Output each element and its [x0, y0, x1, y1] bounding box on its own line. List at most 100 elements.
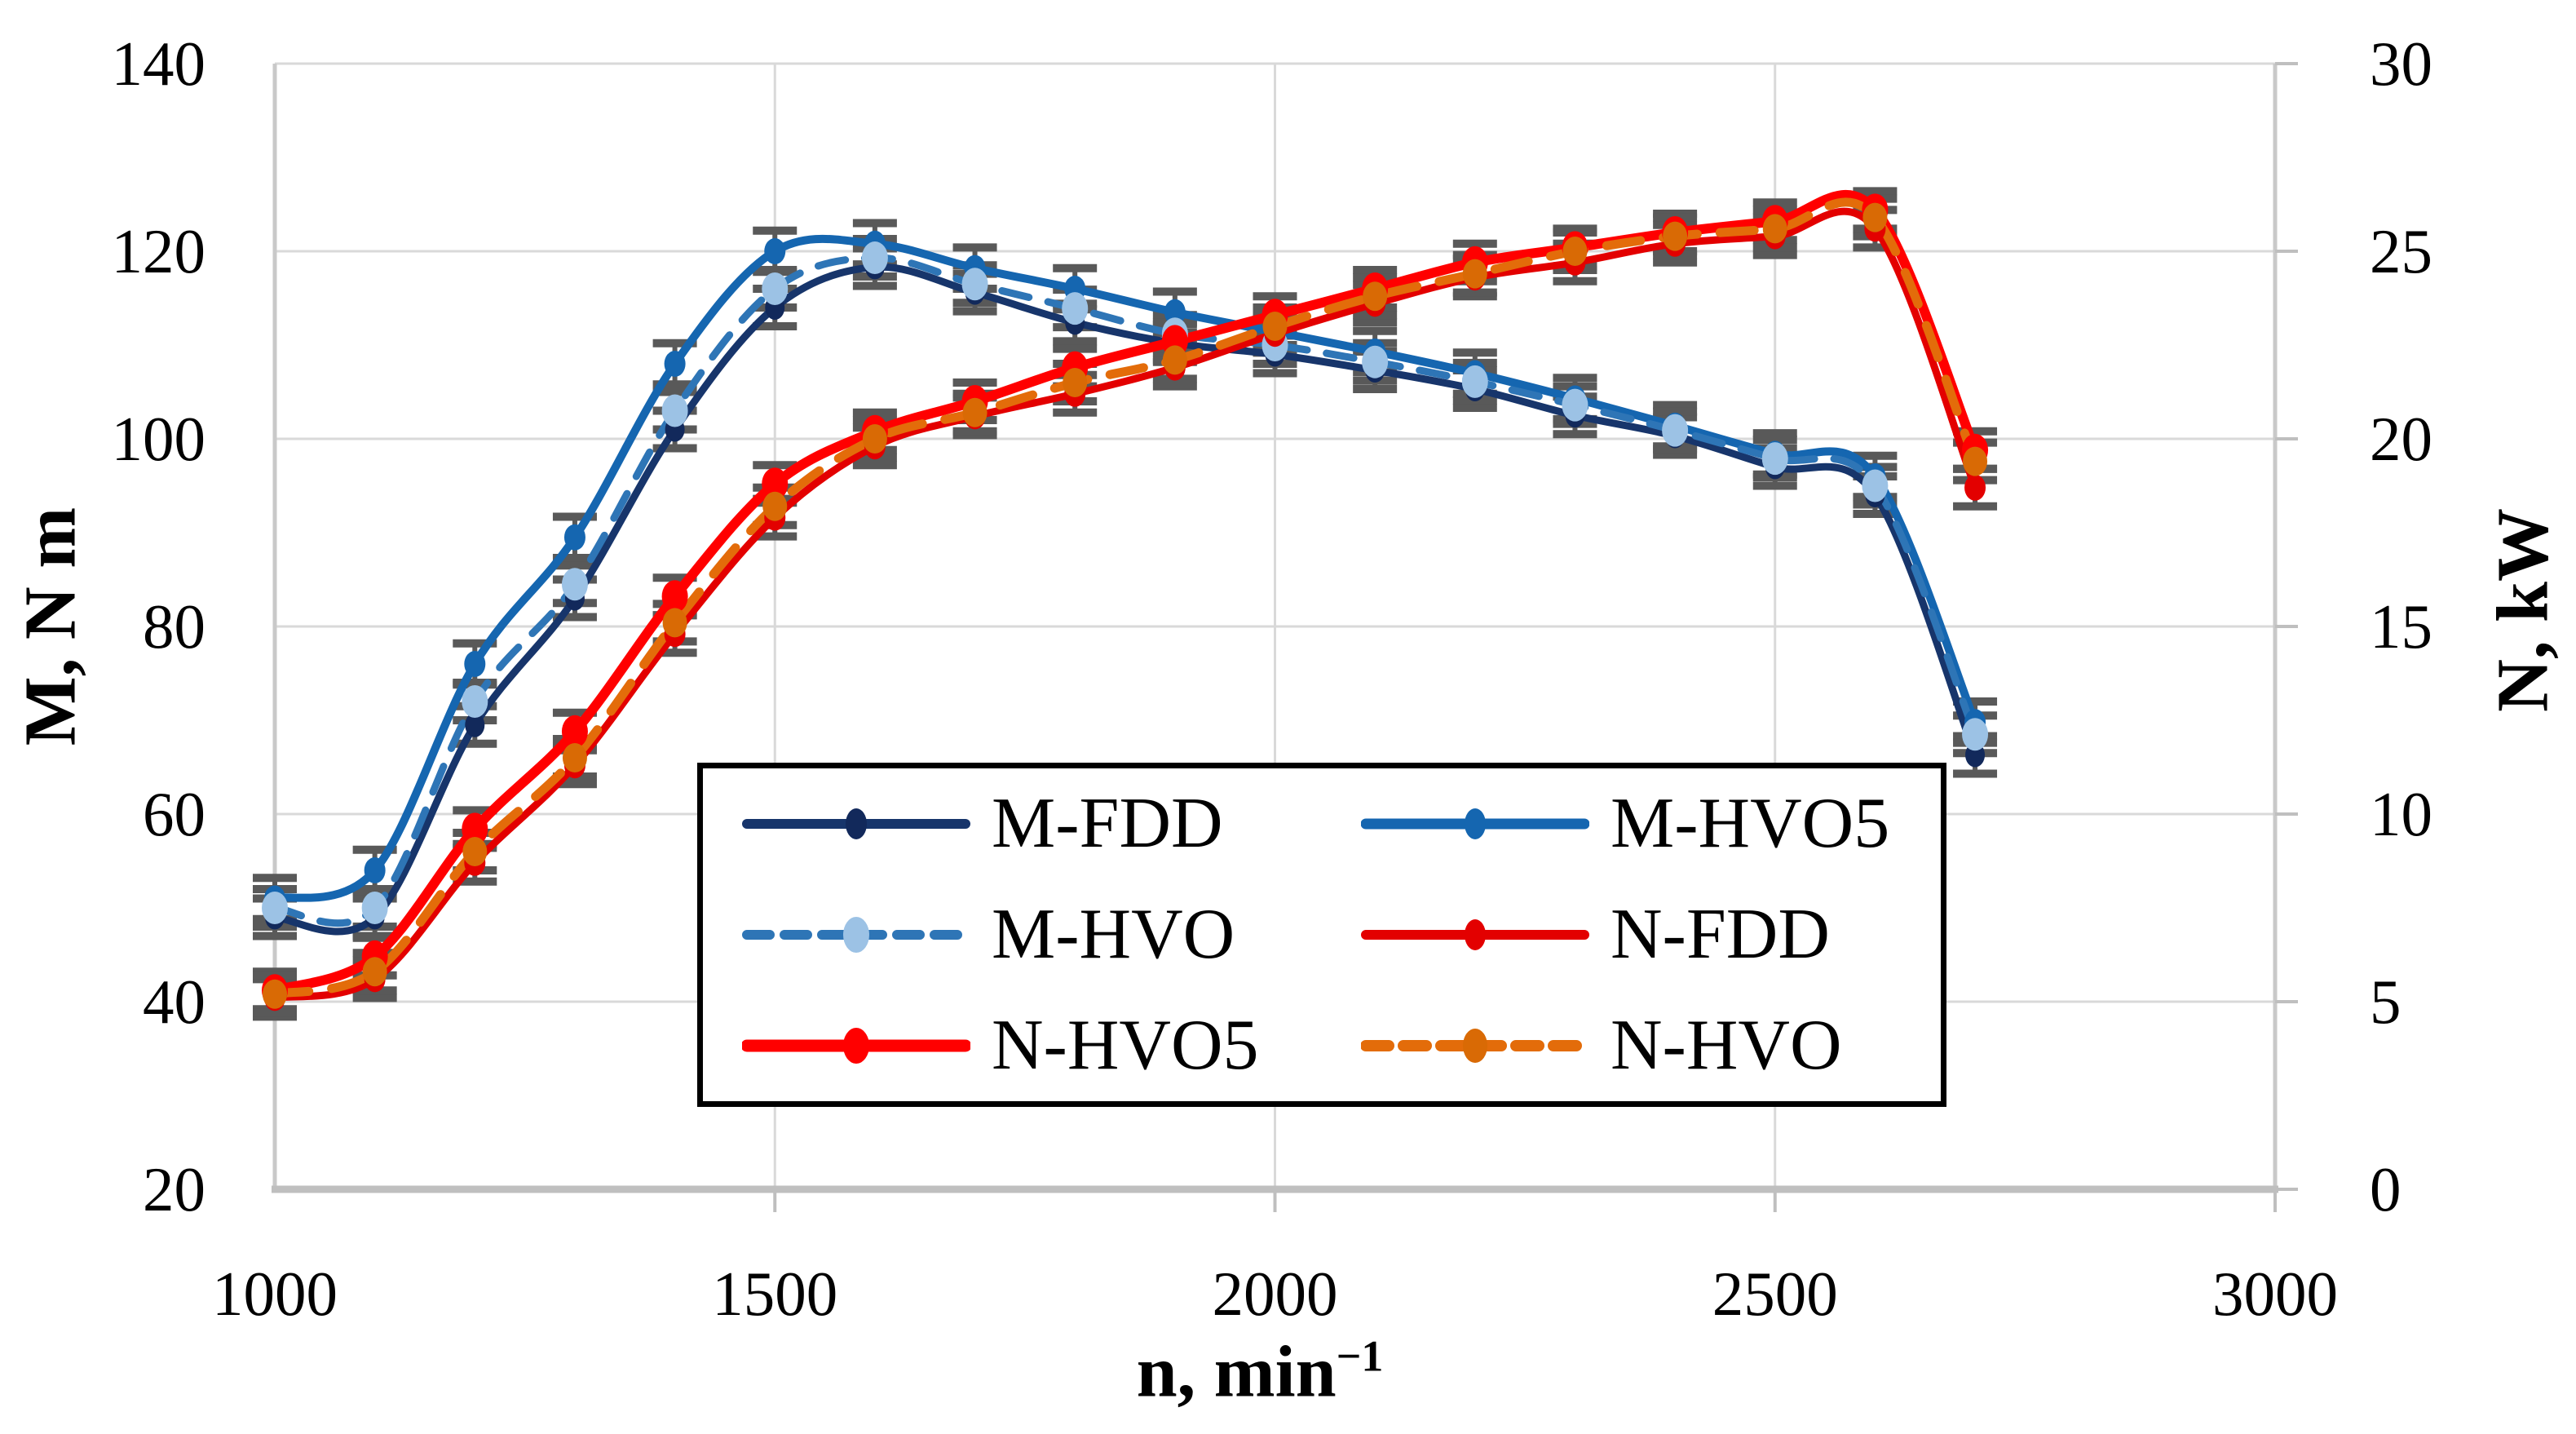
legend-label-n-hvo: N-HVO	[1611, 1006, 1842, 1085]
data-point-M-HVO5	[664, 351, 686, 377]
legend-marker	[843, 1028, 869, 1064]
legend-sample-m-fdd-line-icon	[742, 808, 970, 839]
legend-marker	[843, 917, 869, 953]
data-point-M-HVO	[561, 568, 588, 601]
legend-marker	[1465, 919, 1486, 950]
y-right-tick-30: 30	[2370, 29, 2432, 99]
x-tick-2500: 2500	[1712, 1259, 1838, 1329]
legend-sample-n-hvo5-line-icon	[742, 1028, 970, 1064]
data-point-M-FDD	[465, 712, 485, 737]
data-point-N-HVO5	[462, 812, 488, 846]
legend-marker	[1463, 1029, 1487, 1063]
y-left-tick-80: 80	[143, 591, 205, 662]
data-point-M-HVO	[762, 272, 789, 305]
x-axis-title-superscript: −1	[1336, 1331, 1384, 1381]
y-right-tick-25: 25	[2370, 216, 2432, 286]
left-axis-title: M, N m	[10, 507, 91, 746]
data-point-M-HVO	[1662, 414, 1689, 447]
x-axis-title-base: n, min	[1136, 1331, 1337, 1413]
legend-label-n-fdd: N-FDD	[1611, 895, 1830, 974]
y-right-tick-15: 15	[2370, 591, 2432, 662]
data-point-M-HVO5	[464, 651, 486, 677]
data-point-M-HVO	[961, 268, 988, 301]
right-axis-title: N, kW	[2482, 507, 2564, 713]
series-line-N-HVO	[270, 197, 1980, 999]
data-point-M-HVO	[1862, 469, 1889, 502]
data-point-N-HVO	[1562, 237, 1588, 266]
data-point-N-HVO	[1963, 446, 1988, 476]
series-markers-N-HVO	[263, 202, 1988, 1009]
legend-item-m-fdd: M-FDD	[703, 768, 1322, 879]
data-point-N-HVO	[362, 957, 387, 987]
legend-item-n-hvo: N-HVO	[1322, 990, 1941, 1101]
x-axis-title: n, min−1	[1137, 1330, 1384, 1414]
data-point-M-HVO5	[364, 857, 386, 883]
data-point-N-HVO5	[762, 467, 789, 501]
y-right-tick-10: 10	[2370, 779, 2432, 849]
data-point-M-HVO	[361, 892, 388, 924]
legend-item-n-hvo5: N-HVO5	[703, 990, 1322, 1101]
data-point-N-HVO	[1063, 368, 1088, 397]
data-point-N-HVO5	[561, 715, 588, 748]
data-point-N-HVO	[862, 424, 887, 454]
data-point-M-HVO	[1962, 718, 1989, 751]
data-point-M-HVO5	[563, 524, 585, 551]
data-point-M-HVO	[661, 394, 688, 427]
series-line-M-FDD	[271, 263, 1979, 936]
legend-label-m-hvo: M-HVO	[992, 895, 1235, 974]
series-line-N-FDD	[271, 207, 1979, 1002]
y-right-tick-20: 20	[2370, 404, 2432, 474]
data-point-M-HVO5	[764, 238, 786, 264]
x-tick-3000: 3000	[2212, 1259, 2338, 1329]
y-left-tick-100: 100	[112, 404, 206, 474]
axis-tick-labels: 20 40 60 80 100 120 140 0 5 10 15 20 25 30 1000 1500 200…	[112, 29, 2433, 1329]
series-lines	[270, 189, 1981, 1002]
data-point-N-HVO	[1663, 221, 1688, 251]
data-point-N-HVO	[962, 397, 988, 427]
series-markers	[262, 193, 1989, 1011]
data-point-N-HVO	[762, 491, 788, 521]
legend: M-FDD M-HVO5 M-HVO N-FDD N-HVO5 N-HVO	[697, 763, 1946, 1107]
y-left-tick-60: 60	[143, 779, 205, 849]
series-line-M-HVO	[271, 254, 1979, 927]
legend-sample-m-hvo-line-icon	[742, 917, 970, 953]
data-point-N-HVO	[1162, 345, 1187, 375]
data-point-N-HVO	[662, 608, 687, 638]
series-line-N-HVO5	[270, 189, 1981, 996]
x-tick-1000: 1000	[212, 1259, 338, 1329]
data-point-N-HVO	[1762, 214, 1787, 244]
data-point-N-HVO	[462, 837, 488, 866]
legend-item-m-hvo5: M-HVO5	[1322, 768, 1941, 879]
data-point-M-HVO	[1362, 345, 1389, 378]
data-point-N-HVO	[263, 979, 287, 1009]
data-point-N-HVO	[1262, 312, 1288, 341]
x-tick-2000: 2000	[1213, 1259, 1338, 1329]
data-point-M-HVO	[1562, 388, 1588, 422]
data-point-M-HVO5	[1164, 299, 1186, 325]
data-point-M-HVO	[1062, 292, 1089, 325]
x-tick-1500: 1500	[712, 1259, 837, 1329]
data-point-N-HVO5	[661, 580, 688, 613]
y-left-tick-40: 40	[143, 967, 205, 1037]
legend-item-n-fdd: N-FDD	[1322, 879, 1941, 990]
data-point-N-HVO	[1462, 259, 1487, 289]
data-point-M-HVO	[462, 685, 488, 718]
legend-marker	[1465, 808, 1486, 839]
y-left-tick-140: 140	[112, 29, 206, 99]
data-point-M-HVO	[861, 241, 888, 275]
legend-label-n-hvo5: N-HVO5	[992, 1006, 1259, 1085]
data-point-N-HVO	[562, 743, 587, 772]
legend-label-m-fdd: M-FDD	[992, 784, 1223, 863]
data-point-N-FDD	[1964, 474, 1986, 501]
legend-sample-n-hvo-line-icon	[1361, 1029, 1589, 1063]
data-point-M-HVO	[262, 892, 288, 924]
series-line-M-HVO5	[271, 234, 1980, 903]
y-right-tick-5: 5	[2370, 967, 2401, 1037]
y-left-tick-120: 120	[112, 216, 206, 286]
data-point-N-HVO	[1862, 202, 1888, 232]
legend-label-m-hvo5: M-HVO5	[1611, 784, 1890, 863]
legend-sample-m-hvo5-line-icon	[1361, 808, 1589, 839]
gridlines	[275, 62, 2275, 1189]
